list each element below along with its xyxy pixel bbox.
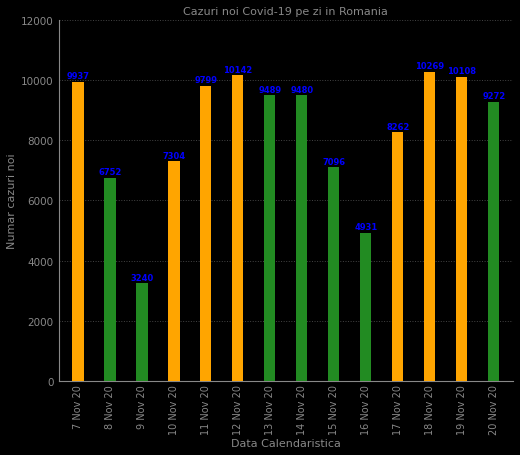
- Text: 10108: 10108: [447, 67, 476, 76]
- Bar: [424, 72, 435, 381]
- Title: Cazuri noi Covid-19 pe zi in Romania: Cazuri noi Covid-19 pe zi in Romania: [184, 7, 388, 17]
- Text: 9272: 9272: [482, 92, 505, 101]
- Bar: [168, 162, 179, 381]
- Bar: [360, 233, 371, 381]
- Text: 9480: 9480: [290, 86, 314, 95]
- Text: 9489: 9489: [258, 86, 281, 95]
- Bar: [296, 96, 307, 381]
- Text: 3240: 3240: [131, 273, 153, 283]
- Bar: [136, 284, 148, 381]
- Text: 4931: 4931: [354, 222, 378, 232]
- Bar: [200, 86, 212, 381]
- Bar: [456, 77, 467, 381]
- Bar: [328, 168, 340, 381]
- Bar: [72, 82, 84, 381]
- Text: 8262: 8262: [386, 122, 410, 131]
- Bar: [105, 178, 115, 381]
- Text: 7304: 7304: [162, 151, 186, 160]
- Bar: [392, 133, 404, 381]
- X-axis label: Data Calendaristica: Data Calendaristica: [231, 438, 341, 448]
- Text: 7096: 7096: [322, 157, 345, 167]
- Bar: [232, 76, 243, 381]
- Y-axis label: Numar cazuri noi: Numar cazuri noi: [7, 153, 17, 248]
- Text: 10269: 10269: [415, 62, 445, 71]
- Text: 6752: 6752: [98, 168, 122, 177]
- Text: 9937: 9937: [67, 72, 89, 81]
- Bar: [264, 96, 276, 381]
- Bar: [488, 102, 499, 381]
- Text: 9799: 9799: [194, 76, 217, 85]
- Text: 10142: 10142: [223, 66, 253, 75]
